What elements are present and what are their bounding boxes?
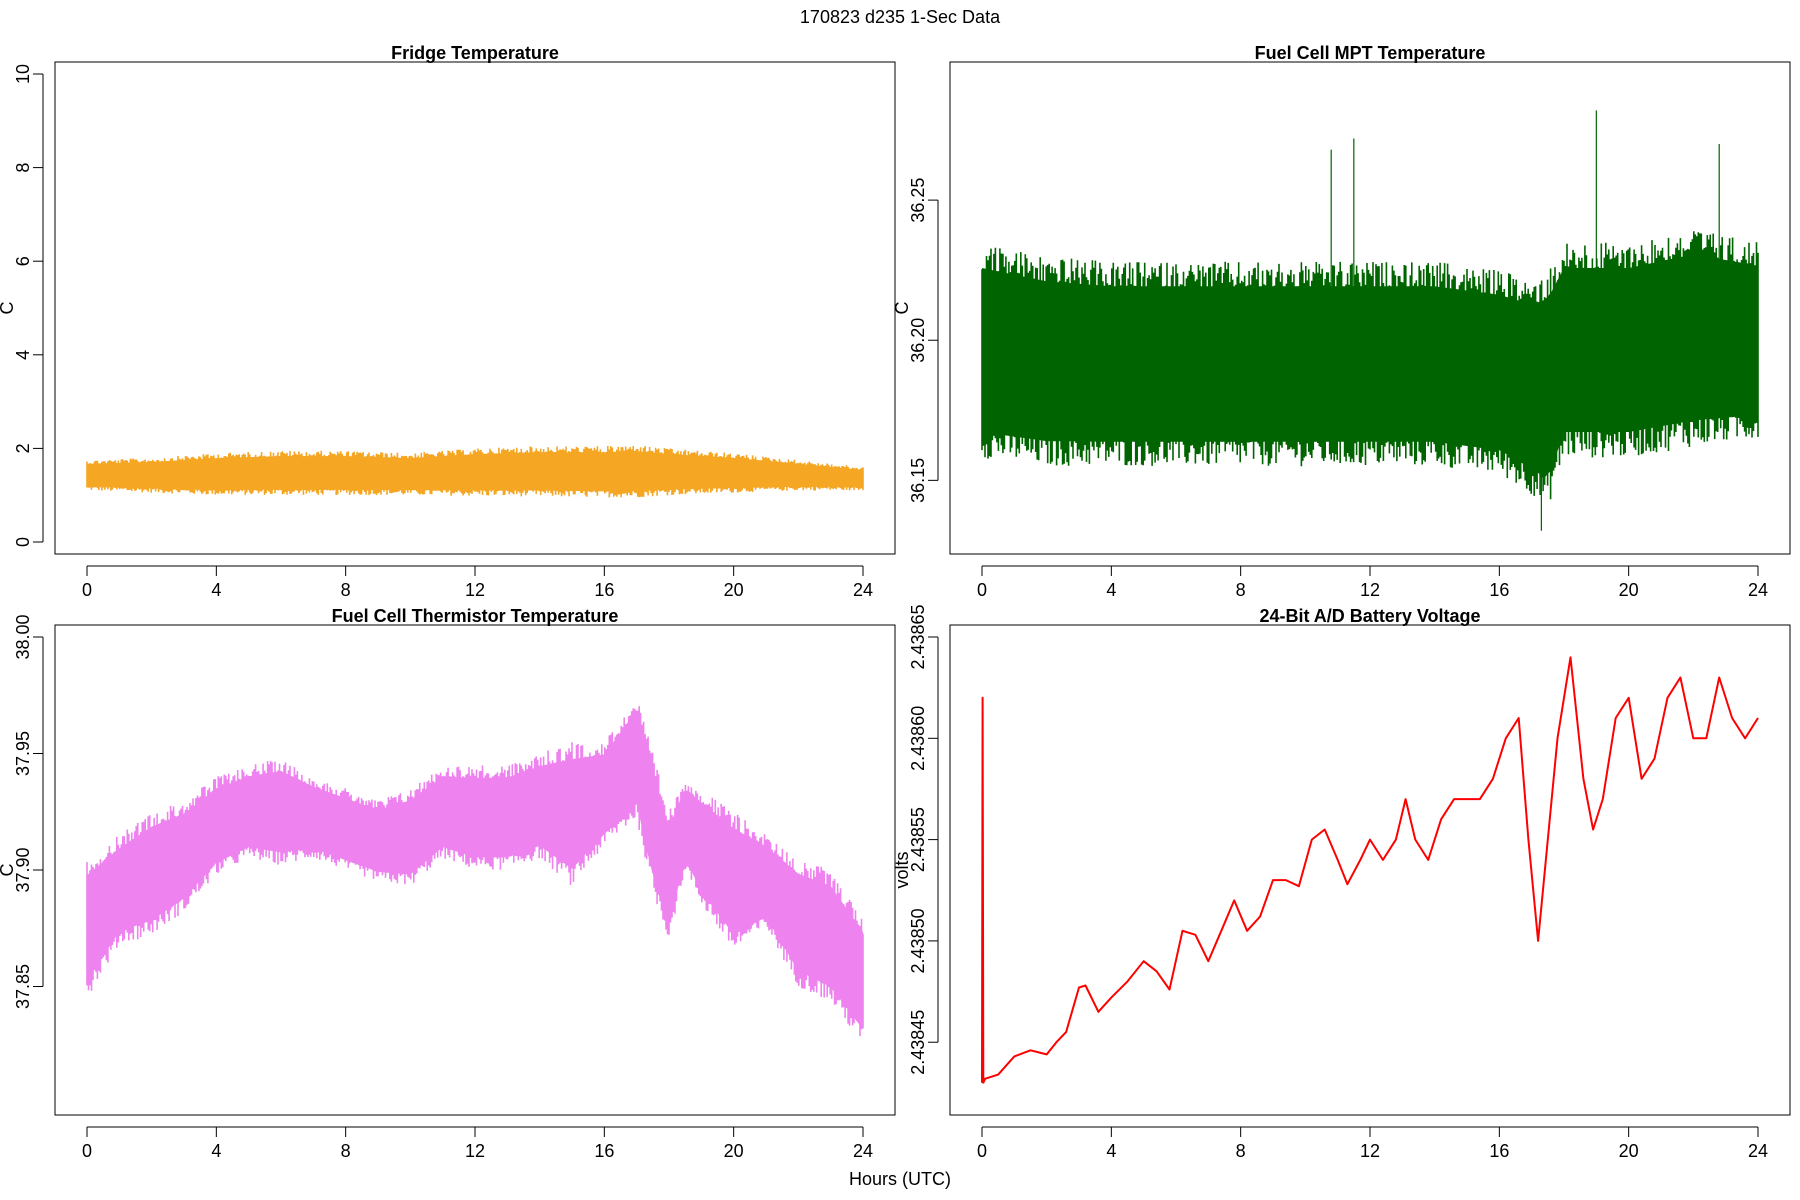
y-axis: 36.15 36.20 36.25 xyxy=(908,178,939,503)
panel-title: Fridge Temperature xyxy=(391,43,559,63)
series xyxy=(981,656,1759,1084)
plot-frame xyxy=(54,624,896,1116)
x-tick-label: 8 xyxy=(1236,580,1246,600)
figure-xlabel: Hours (UTC) xyxy=(849,1169,951,1189)
x-tick-label: 12 xyxy=(1360,580,1380,600)
figure-title: 170823 d235 1-Sec Data xyxy=(800,7,1001,27)
y-tick-label: 10 xyxy=(13,64,33,84)
y-tick-label: 37.85 xyxy=(13,964,33,1009)
panel-fridge-temperature: Fridge TemperatureC048121620240246810 xyxy=(0,43,896,600)
series-line xyxy=(981,656,1759,1084)
y-tick-label: 37.95 xyxy=(13,731,33,776)
y-axis: 37.85 37.90 37.95 38.00 xyxy=(13,614,44,1009)
x-tick-label: 4 xyxy=(211,1141,221,1161)
y-axis: 0 2 4 6 8 10 xyxy=(13,64,44,547)
panel-title: 24-Bit A/D Battery Voltage xyxy=(1259,606,1480,626)
y-tick-label: 36.15 xyxy=(908,458,928,503)
x-tick-label: 12 xyxy=(465,580,485,600)
x-tick-label: 4 xyxy=(1106,1141,1116,1161)
series xyxy=(86,706,864,1036)
panel-title: Fuel Cell Thermistor Temperature xyxy=(332,606,619,626)
x-tick-label: 0 xyxy=(82,580,92,600)
series-band xyxy=(982,254,1758,478)
x-axis: 0 4 8 12 16 20 24 xyxy=(82,565,873,600)
plot-frame xyxy=(949,624,1791,1116)
y-tick-label: 2.43865 xyxy=(908,604,928,669)
x-axis: 0 4 8 12 16 20 24 xyxy=(82,1126,873,1161)
y-axis-label: C xyxy=(0,864,17,877)
series-band xyxy=(87,710,863,1030)
x-tick-label: 16 xyxy=(1489,580,1509,600)
y-axis-label: C xyxy=(0,302,17,315)
x-tick-label: 0 xyxy=(977,1141,987,1161)
x-tick-label: 20 xyxy=(724,580,744,600)
x-tick-label: 12 xyxy=(1360,1141,1380,1161)
x-tick-label: 8 xyxy=(341,580,351,600)
x-tick-label: 24 xyxy=(1748,580,1768,600)
y-tick-label: 36.25 xyxy=(908,178,928,223)
plot-frame xyxy=(54,61,896,555)
y-tick-label: 2.43845 xyxy=(908,1010,928,1075)
x-tick-label: 4 xyxy=(1106,580,1116,600)
y-tick-label: 36.20 xyxy=(908,318,928,363)
x-tick-label: 24 xyxy=(853,580,873,600)
x-tick-label: 12 xyxy=(465,1141,485,1161)
x-tick-label: 0 xyxy=(82,1141,92,1161)
y-tick-label: 38.00 xyxy=(13,614,33,659)
y-tick-label: 2.43860 xyxy=(908,706,928,771)
y-axis-label: volts xyxy=(892,851,912,888)
panel-fuel-cell-thermistor-temperature: Fuel Cell Thermistor Temperature C 0 4 8 12 16… xyxy=(0,606,896,1161)
x-tick-label: 8 xyxy=(1236,1141,1246,1161)
series xyxy=(86,446,864,498)
y-tick-label: 2 xyxy=(13,443,33,453)
x-tick-label: 20 xyxy=(1619,1141,1639,1161)
x-tick-label: 16 xyxy=(1489,1141,1509,1161)
x-tick-label: 4 xyxy=(211,580,221,600)
y-tick-label: 0 xyxy=(13,537,33,547)
x-axis: 0 4 8 12 16 20 24 xyxy=(977,565,1768,600)
y-tick-label: 8 xyxy=(13,163,33,173)
x-tick-label: 0 xyxy=(977,580,987,600)
y-tick-label: 4 xyxy=(13,350,33,360)
y-axis: 2.43845 2.43850 2.43855 2.43860 2.43865 xyxy=(908,604,939,1075)
series xyxy=(981,110,1759,531)
y-axis-label: C xyxy=(892,302,912,315)
y-tick-label: 37.90 xyxy=(13,847,33,892)
x-tick-label: 20 xyxy=(1619,580,1639,600)
y-tick-label: 2.43855 xyxy=(908,807,928,872)
x-tick-label: 8 xyxy=(341,1141,351,1161)
series-band xyxy=(87,451,863,492)
x-tick-label: 24 xyxy=(1748,1141,1768,1161)
x-tick-label: 16 xyxy=(594,580,614,600)
panel-title: Fuel Cell MPT Temperature xyxy=(1255,43,1486,63)
x-axis: 0 4 8 12 16 20 24 xyxy=(977,1126,1768,1161)
y-tick-label: 2.43850 xyxy=(908,908,928,973)
plot-frame xyxy=(949,61,1791,555)
x-tick-label: 20 xyxy=(724,1141,744,1161)
x-tick-label: 16 xyxy=(594,1141,614,1161)
y-tick-label: 6 xyxy=(13,256,33,266)
panel-battery-voltage: 24-Bit A/D Battery Voltage volts 0 4 8 12 16 20… xyxy=(892,604,1791,1161)
x-tick-label: 24 xyxy=(853,1141,873,1161)
panel-fuel-cell-mpt-temperature: Fuel Cell MPT Temperature C 0 4 8 12 16 20 24 36.… xyxy=(892,43,1791,600)
